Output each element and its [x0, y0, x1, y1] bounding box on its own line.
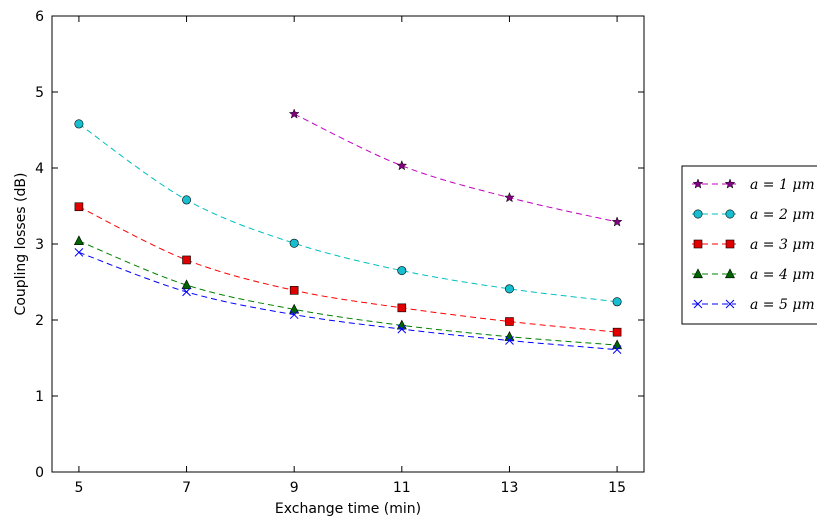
- data-point: [289, 303, 300, 314]
- data-point: [504, 191, 515, 203]
- series-4: [73, 235, 623, 350]
- data-point: [289, 238, 299, 248]
- data-point: [397, 266, 407, 276]
- data-point: [397, 324, 407, 334]
- data-point: [504, 284, 514, 294]
- legend-entry: a = 5 μm: [692, 297, 815, 313]
- x-tick-label: 9: [290, 480, 299, 496]
- legend-marker: [693, 268, 703, 279]
- data-point-stroke: [397, 324, 407, 334]
- series-3: [74, 202, 622, 337]
- legend-label: a = 2 μm: [750, 207, 815, 223]
- legend-label: a = 5 μm: [750, 297, 815, 313]
- legend-entry: a = 2 μm: [692, 207, 815, 223]
- legend-label: a = 4 μm: [750, 267, 815, 283]
- series-2: [74, 119, 622, 307]
- series-line: [78, 123, 618, 303]
- data-point: [289, 286, 299, 295]
- legend-marker: [725, 268, 735, 279]
- data-point: [611, 216, 623, 227]
- data-point: [74, 202, 84, 212]
- data-point: [289, 310, 299, 320]
- data-point-stroke: [182, 287, 191, 297]
- legend-marker: [693, 299, 703, 309]
- legend-marker: [724, 178, 736, 189]
- data-point: [181, 279, 192, 290]
- legend-frame: [681, 165, 817, 325]
- data-point: [612, 345, 622, 354]
- series-5: [74, 248, 622, 354]
- data-point: [182, 195, 192, 205]
- legend-label: a = 1 μm: [750, 177, 815, 193]
- legend-marker: [693, 209, 703, 219]
- y-tick-label: 2: [35, 313, 44, 329]
- data-point-stroke: [74, 248, 84, 257]
- data-point: [73, 235, 84, 246]
- y-tick-label: 5: [35, 85, 44, 101]
- series-line: [78, 206, 618, 333]
- y-tick-label: 1: [35, 389, 44, 405]
- series-line: [78, 240, 618, 346]
- x-tick-label: 5: [74, 480, 83, 496]
- data-point-stroke: [612, 345, 622, 354]
- data-point: [612, 339, 623, 350]
- y-tick-label: 3: [35, 237, 44, 253]
- legend-marker-stroke: [725, 299, 735, 309]
- x-tick-label: 15: [608, 480, 626, 496]
- data-point: [505, 317, 514, 326]
- x-tick-label: 11: [393, 480, 411, 496]
- y-tick-label: 6: [35, 9, 44, 25]
- data-point: [74, 248, 84, 257]
- data-point: [288, 108, 300, 119]
- data-point: [396, 160, 408, 171]
- data-point: [74, 119, 84, 129]
- data-point: [612, 297, 622, 307]
- plot-marks: [73, 108, 623, 354]
- y-axis: 0 1 2 3 4 5 6: [35, 9, 644, 481]
- data-point: [182, 287, 191, 297]
- legend-entry: a = 4 μm: [692, 267, 815, 283]
- plot-frame: [51, 15, 645, 473]
- data-point: [182, 255, 191, 265]
- y-axis-label: Coupling losses (dB): [13, 173, 29, 316]
- series-line: [293, 113, 618, 223]
- x-tick-label: 7: [182, 480, 191, 496]
- legend-entry: a = 3 μm: [692, 237, 815, 253]
- x-tick-label: 13: [501, 480, 519, 496]
- legend-marker-stroke: [693, 299, 703, 309]
- y-tick-label: 4: [35, 161, 44, 177]
- legend: a = 1 μm a = 2 μm a = 3 μm a = 4 μm a = 5 μm: [681, 165, 817, 325]
- legend-label: a = 3 μm: [750, 237, 815, 253]
- legend-marker: [725, 299, 735, 309]
- data-point-stroke: [289, 310, 299, 320]
- data-point: [397, 303, 407, 313]
- legend-marker: [725, 209, 735, 219]
- x-axis-label: Exchange time (min): [275, 501, 421, 517]
- data-point-stroke: [505, 336, 514, 345]
- x-axis: 5 7 9 11 13 15: [74, 16, 626, 496]
- legend-marker: [692, 178, 704, 189]
- legend-entry: a = 1 μm: [692, 177, 815, 193]
- data-point: [505, 336, 514, 345]
- y-tick-label: 0: [35, 465, 44, 481]
- series-1: [288, 108, 623, 227]
- legend-marker: [693, 239, 703, 249]
- series-line: [78, 251, 618, 351]
- legend-marker: [725, 239, 735, 249]
- data-point: [612, 327, 622, 337]
